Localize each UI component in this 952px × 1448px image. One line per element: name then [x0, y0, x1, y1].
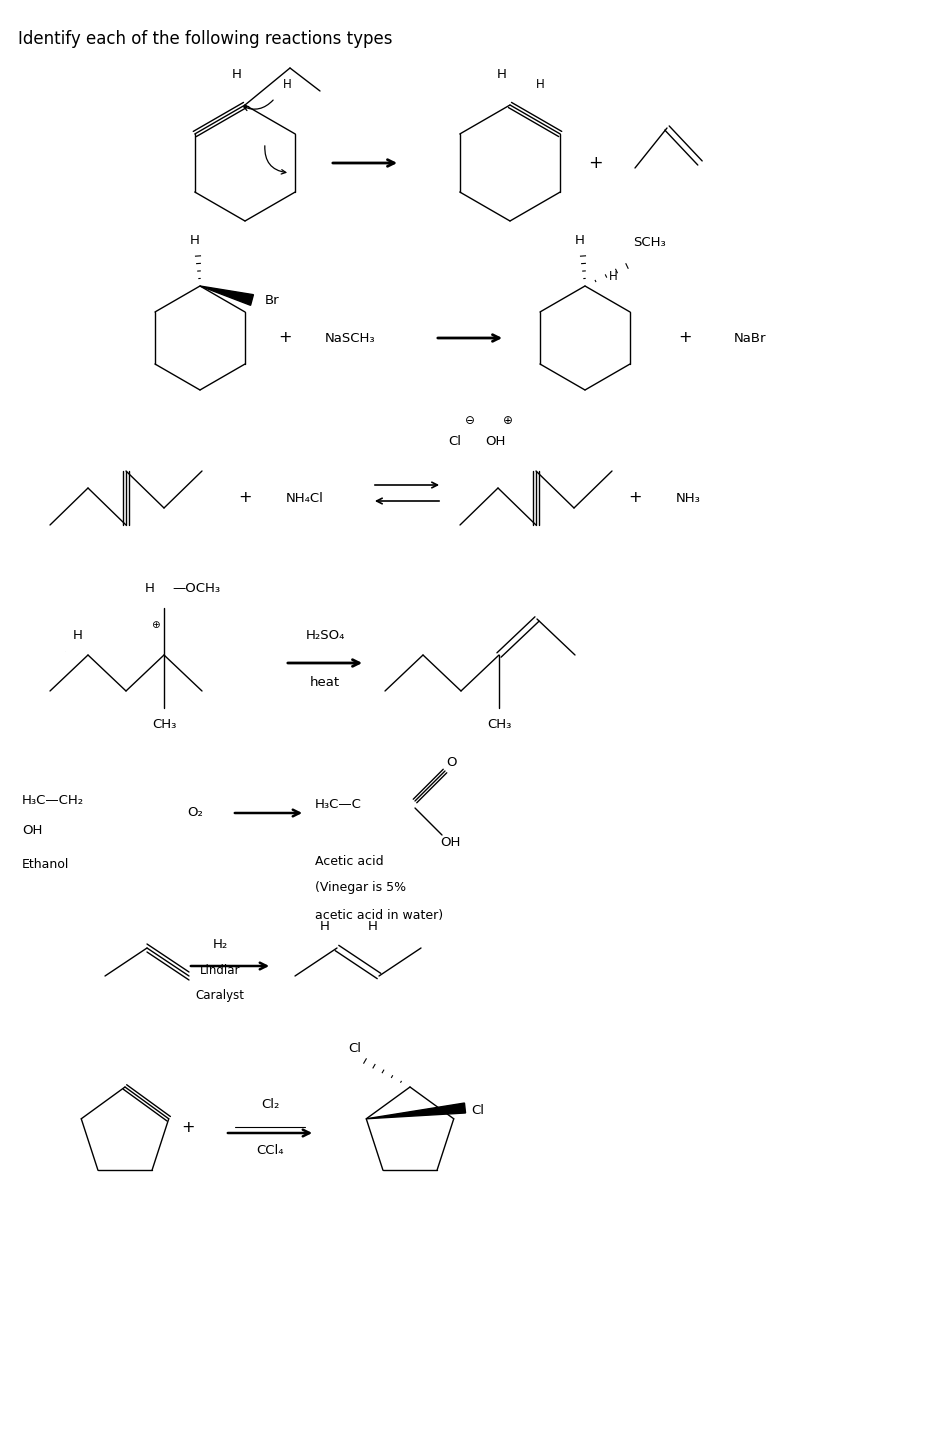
Text: H: H — [145, 582, 155, 595]
Text: O: O — [446, 756, 457, 769]
Text: Cl: Cl — [471, 1105, 485, 1118]
Text: +: + — [587, 153, 603, 172]
Polygon shape — [200, 287, 253, 306]
Text: +: + — [678, 330, 692, 346]
Text: NH₃: NH₃ — [676, 491, 701, 504]
Text: Br: Br — [265, 294, 280, 307]
Text: H₃C—CH₂: H₃C—CH₂ — [22, 795, 84, 808]
FancyArrowPatch shape — [244, 100, 273, 110]
Text: H: H — [368, 919, 378, 933]
Text: OH: OH — [22, 824, 43, 837]
Text: H: H — [497, 68, 506, 81]
Text: +: + — [628, 491, 642, 505]
Text: ⊕: ⊕ — [503, 414, 513, 427]
Text: ⊖: ⊖ — [466, 414, 475, 427]
FancyArrowPatch shape — [265, 146, 286, 174]
Text: (Vinegar is 5%: (Vinegar is 5% — [315, 882, 407, 895]
Text: H₂SO₄: H₂SO₄ — [306, 628, 345, 641]
Text: +: + — [181, 1121, 195, 1135]
Text: Cl: Cl — [348, 1041, 362, 1054]
Text: acetic acid in water): acetic acid in water) — [315, 908, 443, 921]
Text: ⊕: ⊕ — [150, 620, 159, 630]
Text: Acetic acid: Acetic acid — [315, 854, 384, 867]
Text: NaSCH₃: NaSCH₃ — [325, 332, 375, 345]
Text: CCl₄: CCl₄ — [256, 1144, 284, 1157]
Text: Identify each of the following reactions types: Identify each of the following reactions… — [18, 30, 392, 48]
Text: NH₄Cl: NH₄Cl — [286, 491, 324, 504]
Text: OH: OH — [440, 837, 460, 850]
Text: Caralyst: Caralyst — [195, 989, 245, 1002]
Text: —OCH₃: —OCH₃ — [172, 582, 220, 595]
Polygon shape — [367, 1103, 466, 1119]
Text: Lindlar: Lindlar — [200, 963, 240, 976]
Text: SCH₃: SCH₃ — [633, 236, 665, 249]
Text: H₂: H₂ — [212, 937, 228, 950]
Text: H₃C—C: H₃C—C — [315, 798, 362, 811]
Text: heat: heat — [310, 676, 340, 689]
Text: H: H — [575, 235, 585, 248]
Text: CH₃: CH₃ — [486, 718, 511, 731]
Text: H: H — [320, 919, 330, 933]
Text: H: H — [73, 628, 83, 641]
Text: OH: OH — [485, 434, 506, 447]
Text: H: H — [232, 68, 242, 81]
Text: H: H — [283, 78, 291, 91]
Text: H: H — [190, 235, 200, 248]
Text: O₂: O₂ — [187, 807, 203, 820]
Text: +: + — [238, 491, 251, 505]
Text: H: H — [608, 269, 618, 282]
Text: +: + — [278, 330, 291, 346]
Text: NaBr: NaBr — [734, 332, 766, 345]
Text: H: H — [536, 78, 545, 91]
Text: CH₃: CH₃ — [151, 718, 176, 731]
Text: Cl: Cl — [448, 434, 462, 447]
Text: Ethanol: Ethanol — [22, 859, 69, 872]
Text: Cl₂: Cl₂ — [261, 1099, 279, 1112]
